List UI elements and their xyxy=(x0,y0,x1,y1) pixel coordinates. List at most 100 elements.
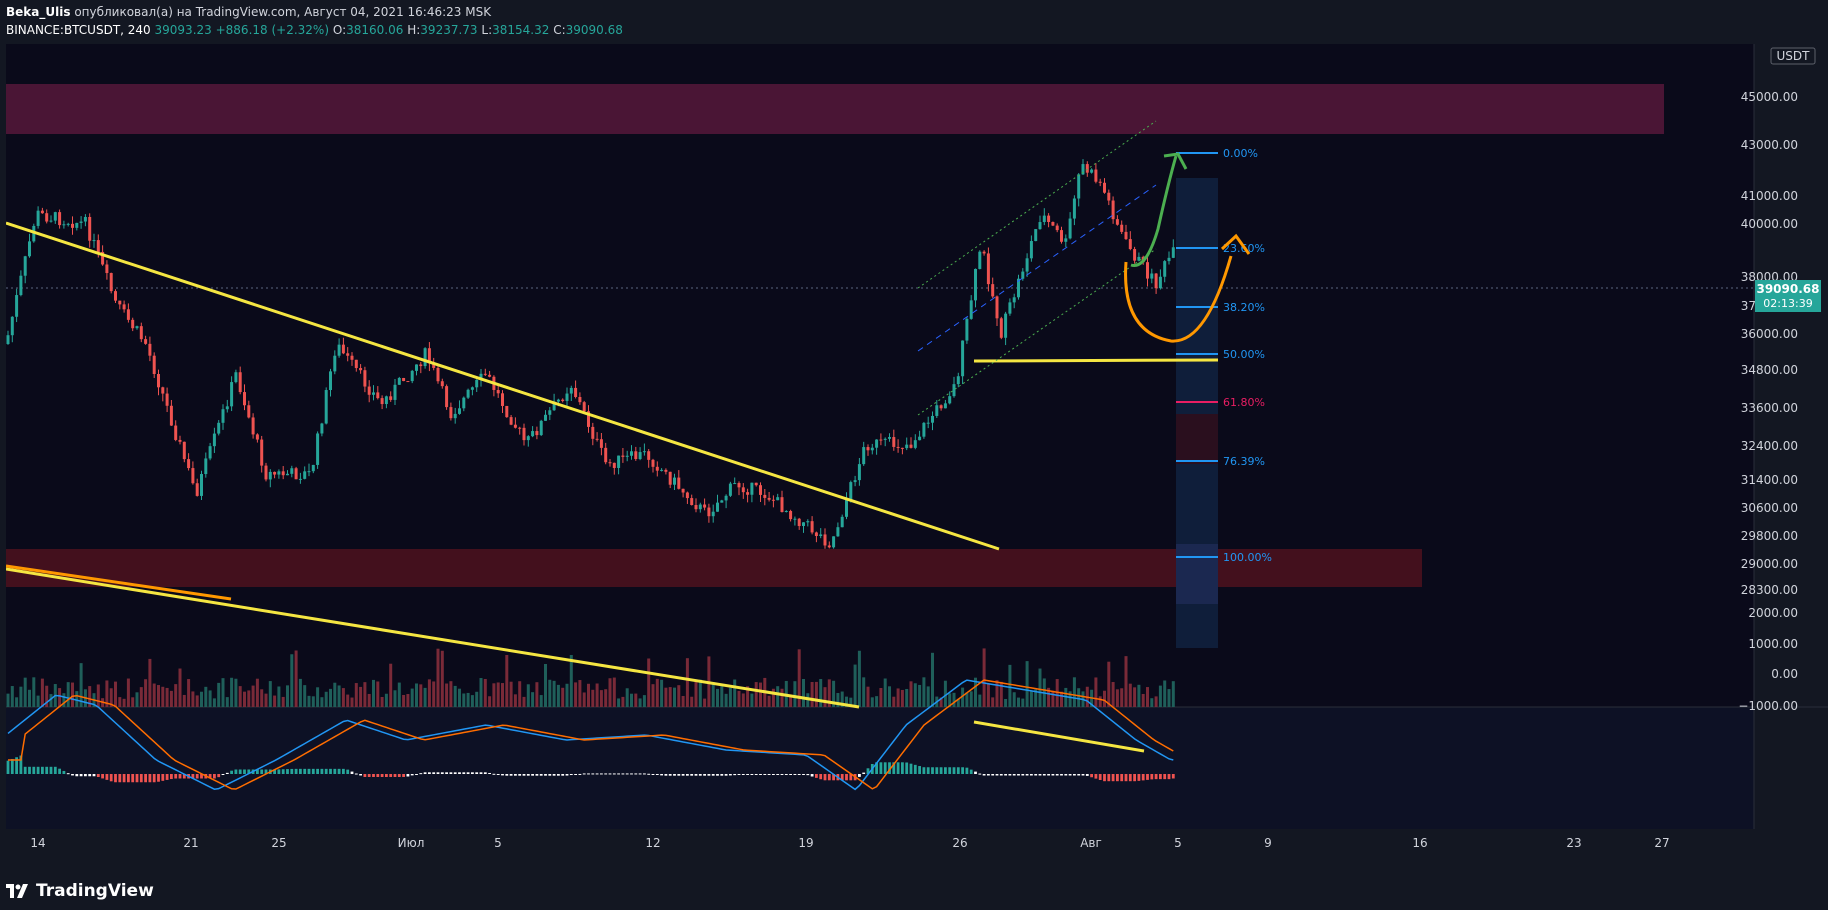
volume-bar xyxy=(1012,692,1016,707)
orange-support-line[interactable] xyxy=(6,564,232,601)
macd-indicator xyxy=(6,679,1175,791)
tradingview-logo[interactable]: TradingView xyxy=(6,881,154,901)
volume-bar xyxy=(612,677,616,707)
volume-bar xyxy=(582,692,586,707)
macd-histogram-bar xyxy=(896,762,900,774)
published-text: опубликовал(а) на TradingView.com, Авгус… xyxy=(74,5,492,19)
chart-canvas[interactable]: 0.00%23.60%38.20%50.00%61.80%76.39%100.0… xyxy=(6,44,1828,873)
macd-histogram-bar xyxy=(591,773,595,775)
volume-bar xyxy=(681,695,685,707)
macd-divergence-line[interactable] xyxy=(973,720,1145,753)
macd-histogram-bar xyxy=(213,774,216,779)
macd-histogram-bar xyxy=(634,773,638,775)
macd-histogram-bar xyxy=(453,772,457,774)
volume-bar xyxy=(247,690,251,707)
volume-bar xyxy=(574,682,578,707)
volume-bar xyxy=(836,693,840,707)
price-tick-label: 43000.00 xyxy=(1741,138,1798,152)
bullish-path[interactable] xyxy=(1130,155,1178,268)
chart-area[interactable]: 0.00% 23.60% 38.20% 50.00% 61.80% 76.39% 100.0… xyxy=(6,44,1828,873)
macd-histogram-bar xyxy=(483,772,487,774)
symbol-label[interactable]: BINANCE:BTCUSDT, 240 xyxy=(6,23,151,37)
volume-bar xyxy=(1072,677,1076,707)
volume-bar xyxy=(144,679,148,707)
volume-bar xyxy=(840,691,844,707)
candle-body xyxy=(251,417,255,435)
price-tick-label: 29000.00 xyxy=(1741,557,1798,571)
candle-body xyxy=(1128,239,1132,250)
macd-histogram-bar xyxy=(604,773,608,775)
volume-bar xyxy=(814,681,818,707)
macd-histogram-bar xyxy=(608,773,612,775)
descending-resistance-line[interactable] xyxy=(6,221,1000,551)
volume-bar xyxy=(711,682,715,707)
fib-levels[interactable]: 0.00%23.60%38.20%50.00%61.80%76.39%100.0… xyxy=(1176,147,1272,564)
candle-body xyxy=(445,386,449,408)
macd-histogram-bar xyxy=(1038,774,1042,776)
macd-histogram-bar xyxy=(10,758,14,774)
candle-body xyxy=(625,455,629,457)
resistance-zone[interactable] xyxy=(6,84,1664,134)
macd-histogram-bar xyxy=(118,774,122,783)
volume-bar xyxy=(316,687,320,707)
candle-body xyxy=(53,212,57,221)
macd-histogram-bar xyxy=(1017,774,1020,776)
volume-bar xyxy=(427,679,431,707)
macd-histogram-bar xyxy=(703,774,706,776)
channel-upper[interactable] xyxy=(917,120,1157,289)
volume-bar xyxy=(905,688,909,707)
currency-badge[interactable] xyxy=(1770,47,1816,65)
macd-histogram-bar xyxy=(969,769,973,774)
volume-bar xyxy=(1051,690,1055,707)
candle-body xyxy=(1029,241,1033,259)
horizontal-support-line[interactable] xyxy=(973,358,1219,363)
candle-body xyxy=(1021,271,1025,279)
macd-histogram-bar xyxy=(1098,774,1102,780)
macd-histogram-bar xyxy=(1154,774,1158,780)
candle-body xyxy=(217,422,221,434)
candle-body xyxy=(909,444,913,448)
volume-bar xyxy=(238,686,242,707)
macd-histogram-bar xyxy=(849,774,853,781)
macd-histogram-bar xyxy=(290,768,294,774)
candle-body xyxy=(483,373,487,375)
macd-histogram-bar xyxy=(350,771,354,774)
tradingview-logo-icon xyxy=(6,884,28,898)
volume-bar xyxy=(402,694,406,707)
bearish-path[interactable] xyxy=(1124,255,1233,343)
macd-histogram-bar xyxy=(311,768,315,774)
macd-histogram-bar xyxy=(170,774,173,780)
macd-histogram-bar xyxy=(832,774,835,781)
volume-bar xyxy=(999,681,1003,707)
volume-bar xyxy=(526,684,530,707)
fib-level-label: 50.00% xyxy=(1223,348,1265,361)
author-name[interactable]: Beka_Ulis xyxy=(6,5,71,19)
descending-support-line[interactable] xyxy=(6,567,860,709)
macd-histogram-bar xyxy=(294,768,298,774)
macd-histogram-bar xyxy=(518,774,522,776)
candle-body xyxy=(991,284,995,297)
time-axis[interactable]: 14 21 25 Июл 5 12 19 26 Авг 5 9 16 23 27 xyxy=(30,836,1669,850)
macd-axis[interactable]: 2000.00 1000.00 0.00 −1000.00 xyxy=(1738,606,1798,713)
candle-body xyxy=(496,389,500,394)
macd-histogram-bar xyxy=(1171,774,1175,779)
macd-histogram-bar xyxy=(595,773,599,775)
volume-bar xyxy=(961,687,965,707)
time-tick-label: 5 xyxy=(494,836,502,850)
macd-histogram-bar xyxy=(23,766,27,774)
volume-bar xyxy=(1103,690,1106,707)
price-axis[interactable]: 45000.0043000.0041000.0040000.0038000.00… xyxy=(1741,90,1798,597)
macd-histogram-bar xyxy=(746,774,749,775)
channel-lower[interactable] xyxy=(917,248,1157,416)
candle-body xyxy=(703,504,707,508)
macd-histogram-bar xyxy=(492,773,496,775)
volume-bar xyxy=(157,685,160,707)
candle-body xyxy=(208,446,212,459)
candle-body xyxy=(716,502,719,512)
candle-body xyxy=(324,390,328,424)
macd-histogram-bar xyxy=(909,763,913,774)
macd-histogram-bar xyxy=(673,774,676,776)
macd-histogram-bar xyxy=(810,774,814,777)
candle-body xyxy=(1103,182,1106,193)
candle-body xyxy=(827,545,831,548)
